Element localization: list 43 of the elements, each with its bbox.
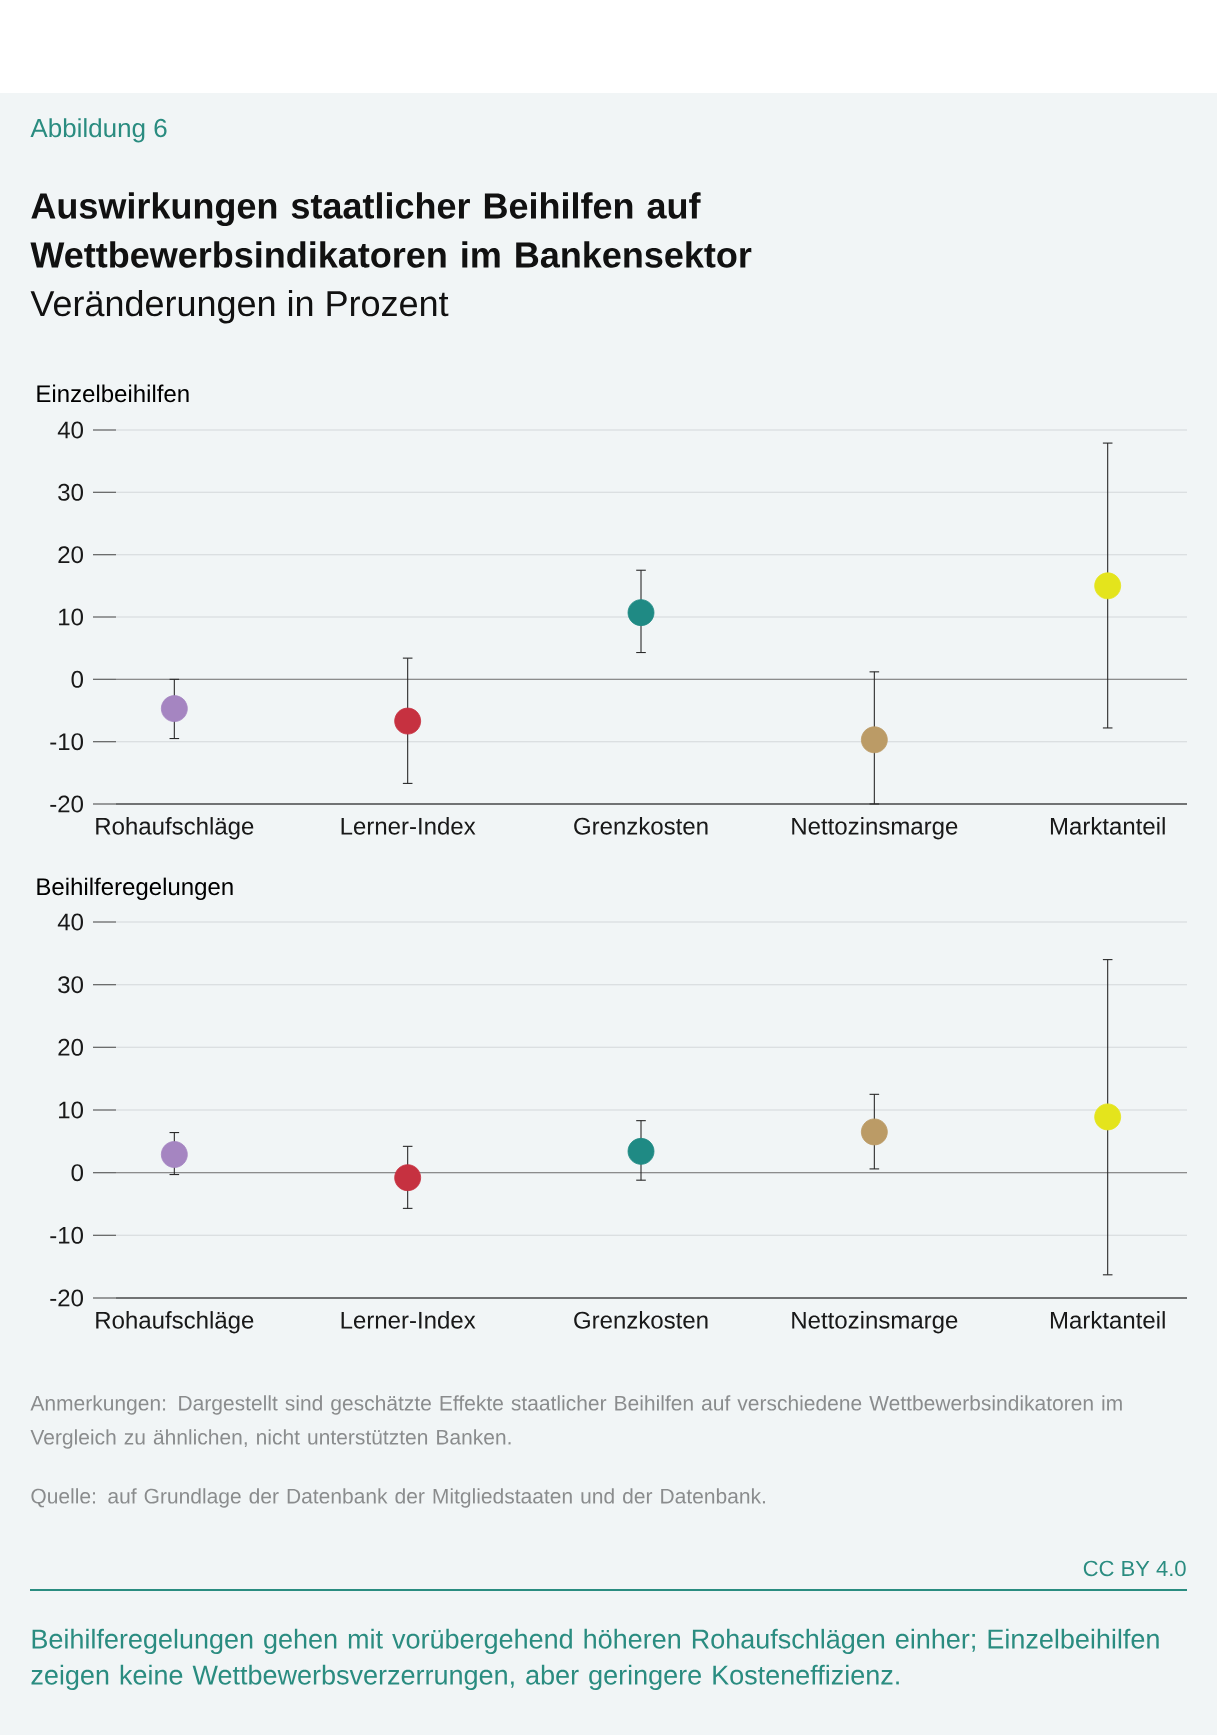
x-tick-label: Rohaufschläge <box>96 1311 254 1334</box>
y-tick-label: 0 <box>71 670 83 688</box>
point <box>160 1141 188 1168</box>
point <box>394 1164 422 1192</box>
y-tick-label: 30 <box>58 976 83 994</box>
text: CC BY 4.0 <box>1083 1560 1186 1577</box>
x-tick-label: Lerner-Index <box>341 1311 476 1329</box>
y-tick-label: -20 <box>50 795 83 813</box>
point <box>860 1118 888 1146</box>
x-tick-label: Grenzkosten <box>574 1311 708 1329</box>
point <box>860 726 888 754</box>
y-tick-label: 20 <box>58 1038 83 1056</box>
x-tick-label: Grenzkosten <box>574 817 708 835</box>
chart-subtitle: Veränderungen in Prozent <box>30 289 449 324</box>
point <box>627 599 655 627</box>
point <box>1094 1103 1122 1131</box>
y-tick-label: -20 <box>50 1289 83 1307</box>
y-tick-label: 10 <box>59 1101 83 1119</box>
y-tick-label: 40 <box>57 913 83 931</box>
point <box>1094 572 1122 600</box>
point <box>627 1137 655 1165</box>
point <box>160 695 188 723</box>
x-tick-label: Marktanteil <box>1050 817 1165 835</box>
y-axis-title: Einzelbeihilfen <box>37 384 189 403</box>
x-tick-label: Lerner-Index <box>341 817 476 835</box>
text: Anmerkungen: Dargestellt sind geschätzte Effekte staatlicher Beihilfen auf verschiedene Wettbewerbsindikatoren im Vergleich zu ähnlichen, nicht unterstützten Banken. <box>30 1395 1122 1449</box>
x-tick-label: Nettozinsmarge <box>792 1311 958 1334</box>
x-tick-label: Marktanteil <box>1050 1311 1165 1329</box>
y-tick-label: 0 <box>71 1164 83 1182</box>
y-tick-label: -10 <box>50 1226 83 1244</box>
y-tick-label: 40 <box>57 421 83 439</box>
x-tick-label: Nettozinsmarge <box>792 817 958 840</box>
source-note: Quelle: auf Grundlage der Datenbank der Mitgliedstaaten und der Datenbank. <box>31 1488 765 1508</box>
y-tick-label: -10 <box>50 733 83 751</box>
chart-title: Auswirkungen staatlicher Beihilfen auf Wettbewerbsindikatoren im Bankensektor <box>30 192 752 268</box>
y-tick-label: 10 <box>59 608 83 626</box>
y-tick-label: 20 <box>58 546 83 564</box>
x-tick-label: Rohaufschläge <box>96 817 254 840</box>
text: Abbildung 6 <box>30 118 167 143</box>
text: Beihilferegelungen gehen mit vorübergehend höheren Rohaufschlägen einher; Einzelbeihilfen zeigen keine Wettbewerbsverzerrungen, aber geringere Kosteneffizienz. <box>31 1628 1159 1691</box>
point <box>394 707 422 735</box>
y-axis-title: Beihilferegelungen <box>37 877 233 900</box>
y-tick-label: 30 <box>58 483 83 501</box>
